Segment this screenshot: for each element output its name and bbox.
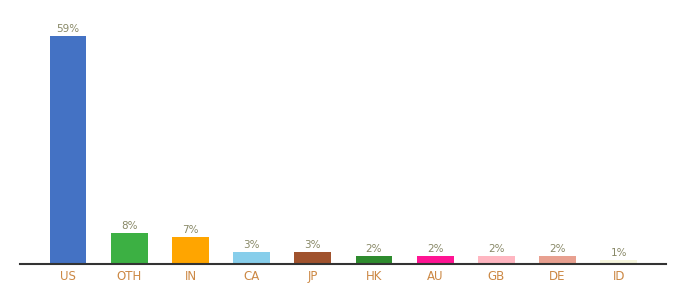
Text: 1%: 1% (611, 248, 627, 258)
Bar (172, 237, 209, 264)
Bar (50, 36, 86, 264)
Bar (233, 252, 270, 264)
Text: 3%: 3% (243, 241, 260, 250)
Bar (356, 256, 392, 264)
Bar (600, 260, 637, 264)
Text: 8%: 8% (121, 221, 137, 231)
Text: 2%: 2% (366, 244, 382, 254)
Bar (478, 256, 515, 264)
Bar (294, 252, 331, 264)
Text: 2%: 2% (488, 244, 505, 254)
Bar (111, 233, 148, 264)
Bar (417, 256, 454, 264)
Text: 7%: 7% (182, 225, 199, 235)
Text: 2%: 2% (549, 244, 566, 254)
Text: 3%: 3% (305, 241, 321, 250)
Text: 2%: 2% (427, 244, 443, 254)
Bar (539, 256, 576, 264)
Text: 59%: 59% (56, 24, 80, 34)
